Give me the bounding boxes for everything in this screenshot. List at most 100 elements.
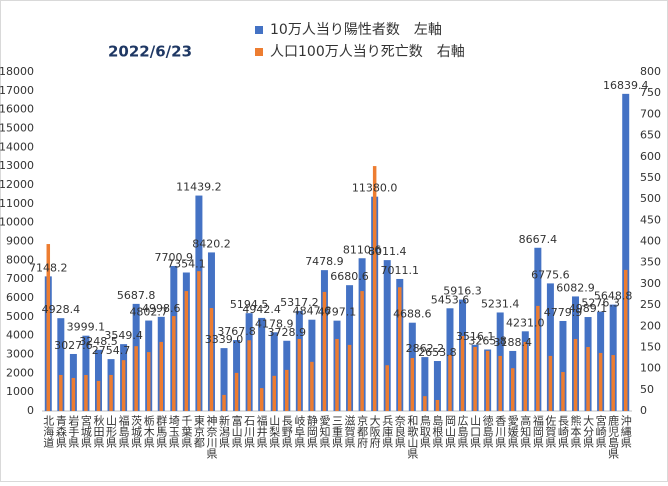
bar bbox=[410, 358, 415, 411]
data-label: 8110.6 bbox=[343, 243, 382, 256]
bar bbox=[559, 320, 567, 411]
y2-tick-label: 800 bbox=[640, 65, 661, 78]
x-tick-label: 大阪府 bbox=[368, 414, 381, 449]
x-tick-label: 山梨県 bbox=[268, 415, 281, 449]
data-label: 2754.7 bbox=[92, 344, 131, 357]
y2-tick-label: 450 bbox=[640, 213, 661, 226]
y-tick-label: 10000 bbox=[0, 216, 34, 229]
bar bbox=[59, 374, 63, 411]
data-label: 4779.9 bbox=[544, 306, 583, 319]
x-tick-label: 茨城県 bbox=[130, 414, 143, 449]
y-tick-label: 16000 bbox=[0, 103, 34, 116]
data-label: 4802.7 bbox=[129, 306, 168, 319]
x-tick-label: 北海道 bbox=[42, 415, 55, 448]
data-label: 4928.4 bbox=[42, 303, 81, 316]
bar bbox=[109, 374, 113, 411]
x-tick-label: 栃木県 bbox=[142, 414, 155, 449]
x-tick-label: 鹿児島県 bbox=[607, 414, 620, 460]
y2-tick-label: 50 bbox=[640, 383, 654, 396]
x-tick-label: 大分県 bbox=[582, 414, 595, 449]
y-tick-label: 5000 bbox=[6, 310, 34, 323]
data-label: 5687.8 bbox=[117, 289, 156, 302]
x-tick-label: 和歌山県 bbox=[406, 415, 419, 460]
bar bbox=[347, 344, 352, 411]
data-label: 4688.6 bbox=[393, 308, 432, 321]
bar bbox=[297, 338, 302, 411]
x-tick-label: 沖縄県 bbox=[619, 415, 632, 449]
y-tick-label: 2000 bbox=[6, 366, 34, 379]
bar bbox=[435, 399, 440, 411]
data-label: 7700.9 bbox=[155, 251, 194, 264]
y-tick-label: 13000 bbox=[0, 159, 34, 172]
data-label: 5231.4 bbox=[481, 297, 520, 310]
bar bbox=[421, 357, 429, 411]
bar bbox=[360, 291, 364, 411]
x-tick-label: 福岡県 bbox=[531, 414, 544, 449]
y-tick-label: 12000 bbox=[0, 178, 34, 191]
data-label: 7011.1 bbox=[381, 264, 420, 277]
x-tick-label: 岩手県 bbox=[67, 414, 80, 449]
x-tick-label: 石川県 bbox=[243, 415, 256, 449]
data-label: 6680.6 bbox=[330, 270, 369, 283]
legend-label: 10万人当り陽性者数 左軸 bbox=[270, 22, 442, 38]
bar bbox=[561, 372, 565, 411]
bar bbox=[258, 317, 266, 411]
x-tick-label: 鳥取県 bbox=[418, 414, 431, 449]
data-label: 5453.6 bbox=[431, 293, 470, 306]
data-label: 6775.6 bbox=[531, 268, 570, 281]
y2-tick-label: 250 bbox=[640, 298, 661, 311]
bar bbox=[270, 332, 278, 411]
data-label: 4178.9 bbox=[255, 317, 294, 330]
x-tick-label: 滋賀県 bbox=[343, 415, 356, 449]
y2-tick-label: 350 bbox=[640, 256, 661, 269]
data-label: 6082.9 bbox=[556, 281, 595, 294]
data-label: 8667.4 bbox=[519, 233, 558, 246]
x-tick-label: 千葉県 bbox=[180, 415, 193, 449]
y-tick-label: 7000 bbox=[6, 272, 34, 285]
data-label: 5317.2 bbox=[280, 296, 319, 309]
y2-tick-label: 700 bbox=[640, 107, 661, 120]
data-label: 2862.2 bbox=[406, 342, 445, 355]
data-label: 3188.4 bbox=[493, 336, 532, 349]
data-label: 2653.8 bbox=[418, 346, 457, 359]
y-tick-label: 3000 bbox=[6, 348, 34, 361]
data-label: 16839.4 bbox=[603, 79, 649, 92]
y2-tick-label: 550 bbox=[640, 171, 661, 184]
x-tick-label: 愛媛県 bbox=[506, 415, 519, 449]
data-label: 3767.8 bbox=[217, 325, 256, 338]
x-tick-label: 岡山県 bbox=[443, 415, 456, 449]
bar bbox=[172, 316, 176, 411]
y2-tick-label: 200 bbox=[640, 319, 661, 332]
bar bbox=[383, 260, 391, 411]
bar bbox=[272, 375, 276, 411]
y-tick-label: 4000 bbox=[6, 329, 34, 342]
y2-tick-label: 750 bbox=[640, 86, 661, 99]
x-tick-label: 富山県 bbox=[230, 414, 243, 449]
legend-swatch bbox=[255, 48, 263, 56]
x-tick-label: 三重県 bbox=[331, 415, 344, 449]
x-tick-label: 島根県 bbox=[431, 414, 444, 449]
x-tick-label: 宮城県 bbox=[79, 414, 92, 449]
data-label: 5194.5 bbox=[230, 298, 269, 311]
x-tick-label: 高知県 bbox=[519, 414, 532, 449]
x-tick-label: 長崎県 bbox=[556, 415, 569, 449]
bar bbox=[222, 394, 226, 411]
bar bbox=[586, 347, 590, 411]
y2-tick-label: 0 bbox=[640, 404, 647, 417]
bar bbox=[398, 287, 402, 411]
data-label: 3027.6 bbox=[54, 339, 93, 352]
bar bbox=[197, 271, 201, 411]
x-tick-label: 神奈川県 bbox=[205, 414, 218, 460]
x-tick-label: 埼玉県 bbox=[167, 414, 180, 449]
bar bbox=[121, 360, 126, 411]
data-label: 4797.1 bbox=[318, 306, 357, 319]
x-tick-label: 長野県 bbox=[280, 415, 293, 449]
bar bbox=[209, 308, 214, 411]
data-label: 4998.6 bbox=[142, 302, 181, 315]
data-label: 4989.1 bbox=[569, 302, 608, 315]
y2-tick-label: 650 bbox=[640, 129, 661, 142]
y2-tick-label: 400 bbox=[640, 235, 661, 248]
y-tick-label: 18000 bbox=[0, 65, 34, 78]
x-tick-label: 佐賀県 bbox=[544, 414, 557, 449]
